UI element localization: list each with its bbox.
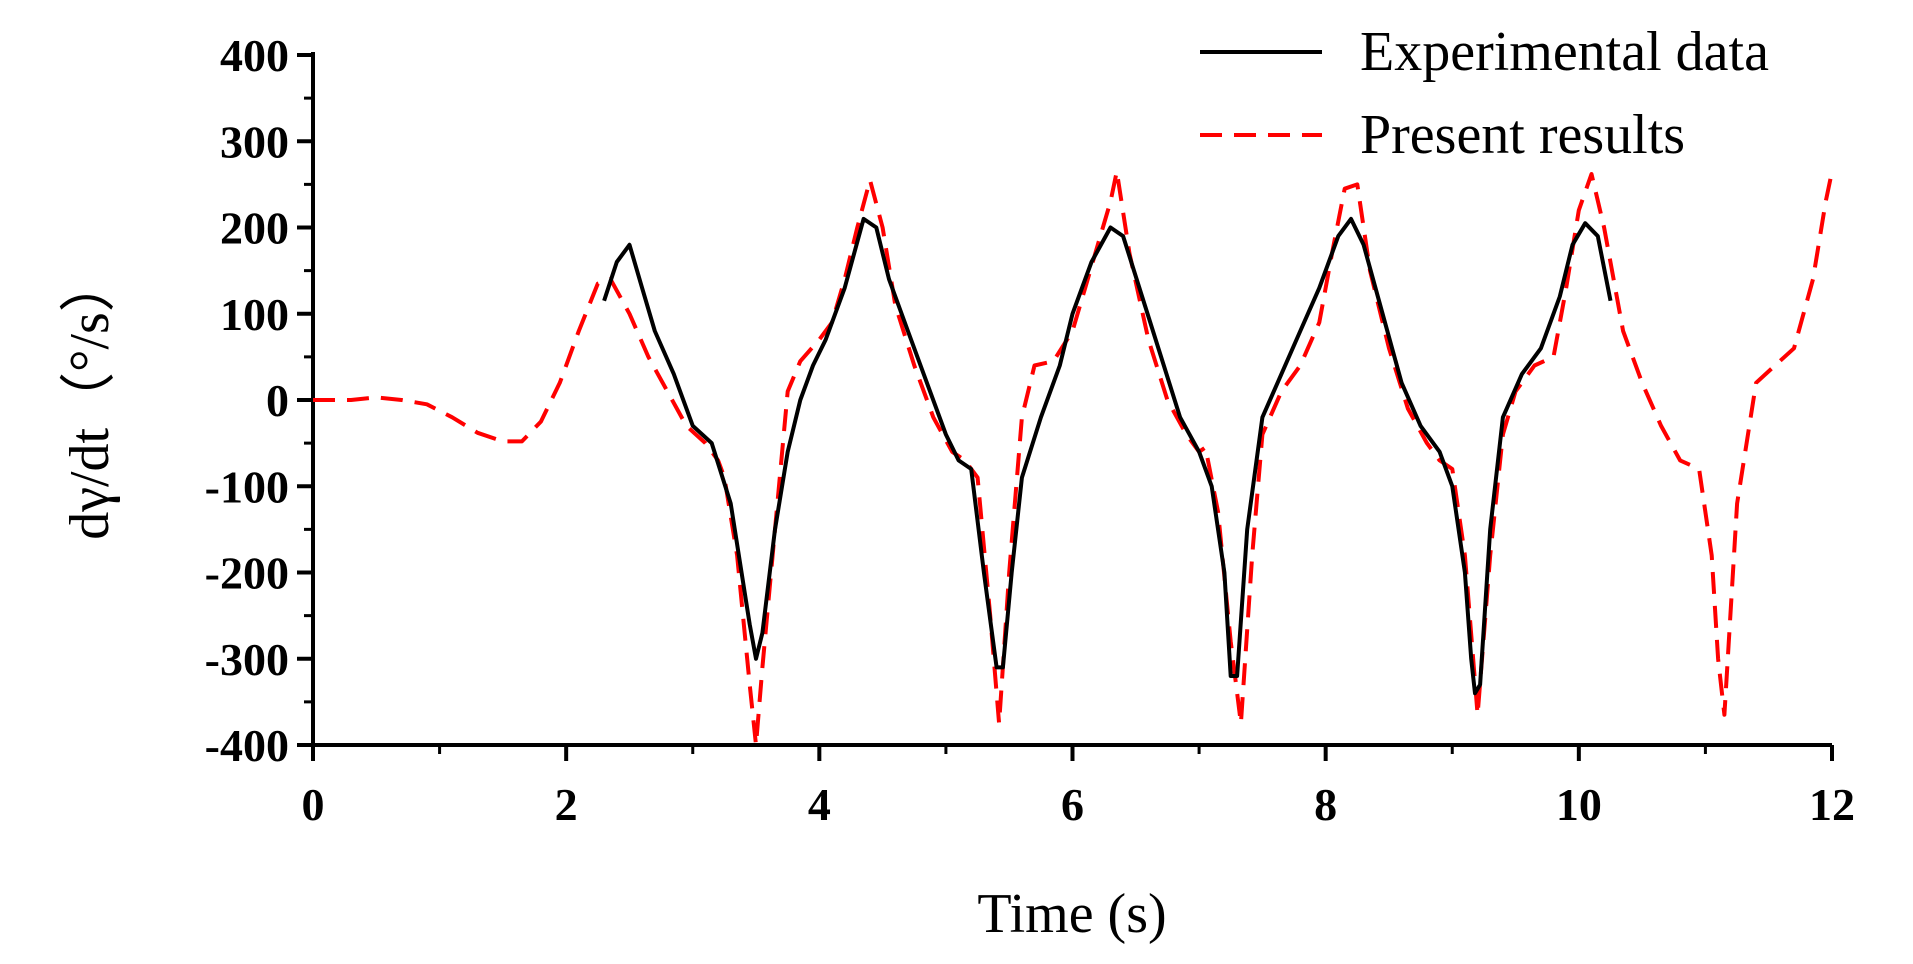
series-layer — [313, 169, 1834, 747]
y-tick-label: -400 — [205, 720, 289, 771]
legend: Experimental data Present results — [1200, 21, 1769, 166]
y-tick-label: -100 — [205, 461, 289, 512]
series-line-experimental — [602, 216, 1613, 696]
y-tick-label: 100 — [220, 289, 289, 340]
x-tick-label: 10 — [1556, 779, 1602, 830]
legend-label-experimental: Experimental data — [1360, 21, 1769, 83]
y-axis-title: dγ/dt（°/s） — [59, 256, 121, 540]
series-line-present — [313, 169, 1834, 747]
x-axis-title: Time (s) — [977, 883, 1166, 945]
x-tick-label: 12 — [1809, 779, 1855, 830]
legend-label-present: Present results — [1360, 104, 1685, 166]
y-tick-label: 400 — [220, 30, 289, 81]
y-tick-label: 0 — [266, 375, 289, 426]
y-tick-label: 300 — [220, 116, 289, 167]
y-tick-label: -300 — [205, 634, 289, 685]
y-ticks: -400 -300 -200 -100 0 100 200 300 400 — [205, 30, 313, 771]
y-tick-label: 200 — [220, 203, 289, 254]
x-tick-label: 6 — [1061, 779, 1084, 830]
y-tick-label: -200 — [205, 548, 289, 599]
x-tick-label: 2 — [555, 779, 578, 830]
x-tick-label: 4 — [808, 779, 831, 830]
x-tick-label: 0 — [302, 779, 325, 830]
x-tick-label: 8 — [1314, 779, 1337, 830]
x-ticks: 0 2 4 6 8 10 12 — [302, 745, 1855, 830]
